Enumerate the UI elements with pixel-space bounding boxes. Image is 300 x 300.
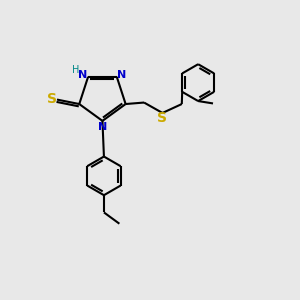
Text: H: H (72, 65, 79, 75)
Text: S: S (158, 111, 167, 125)
Text: N: N (78, 70, 87, 80)
Text: N: N (98, 122, 107, 132)
Text: S: S (46, 92, 57, 106)
Text: N: N (118, 70, 127, 80)
